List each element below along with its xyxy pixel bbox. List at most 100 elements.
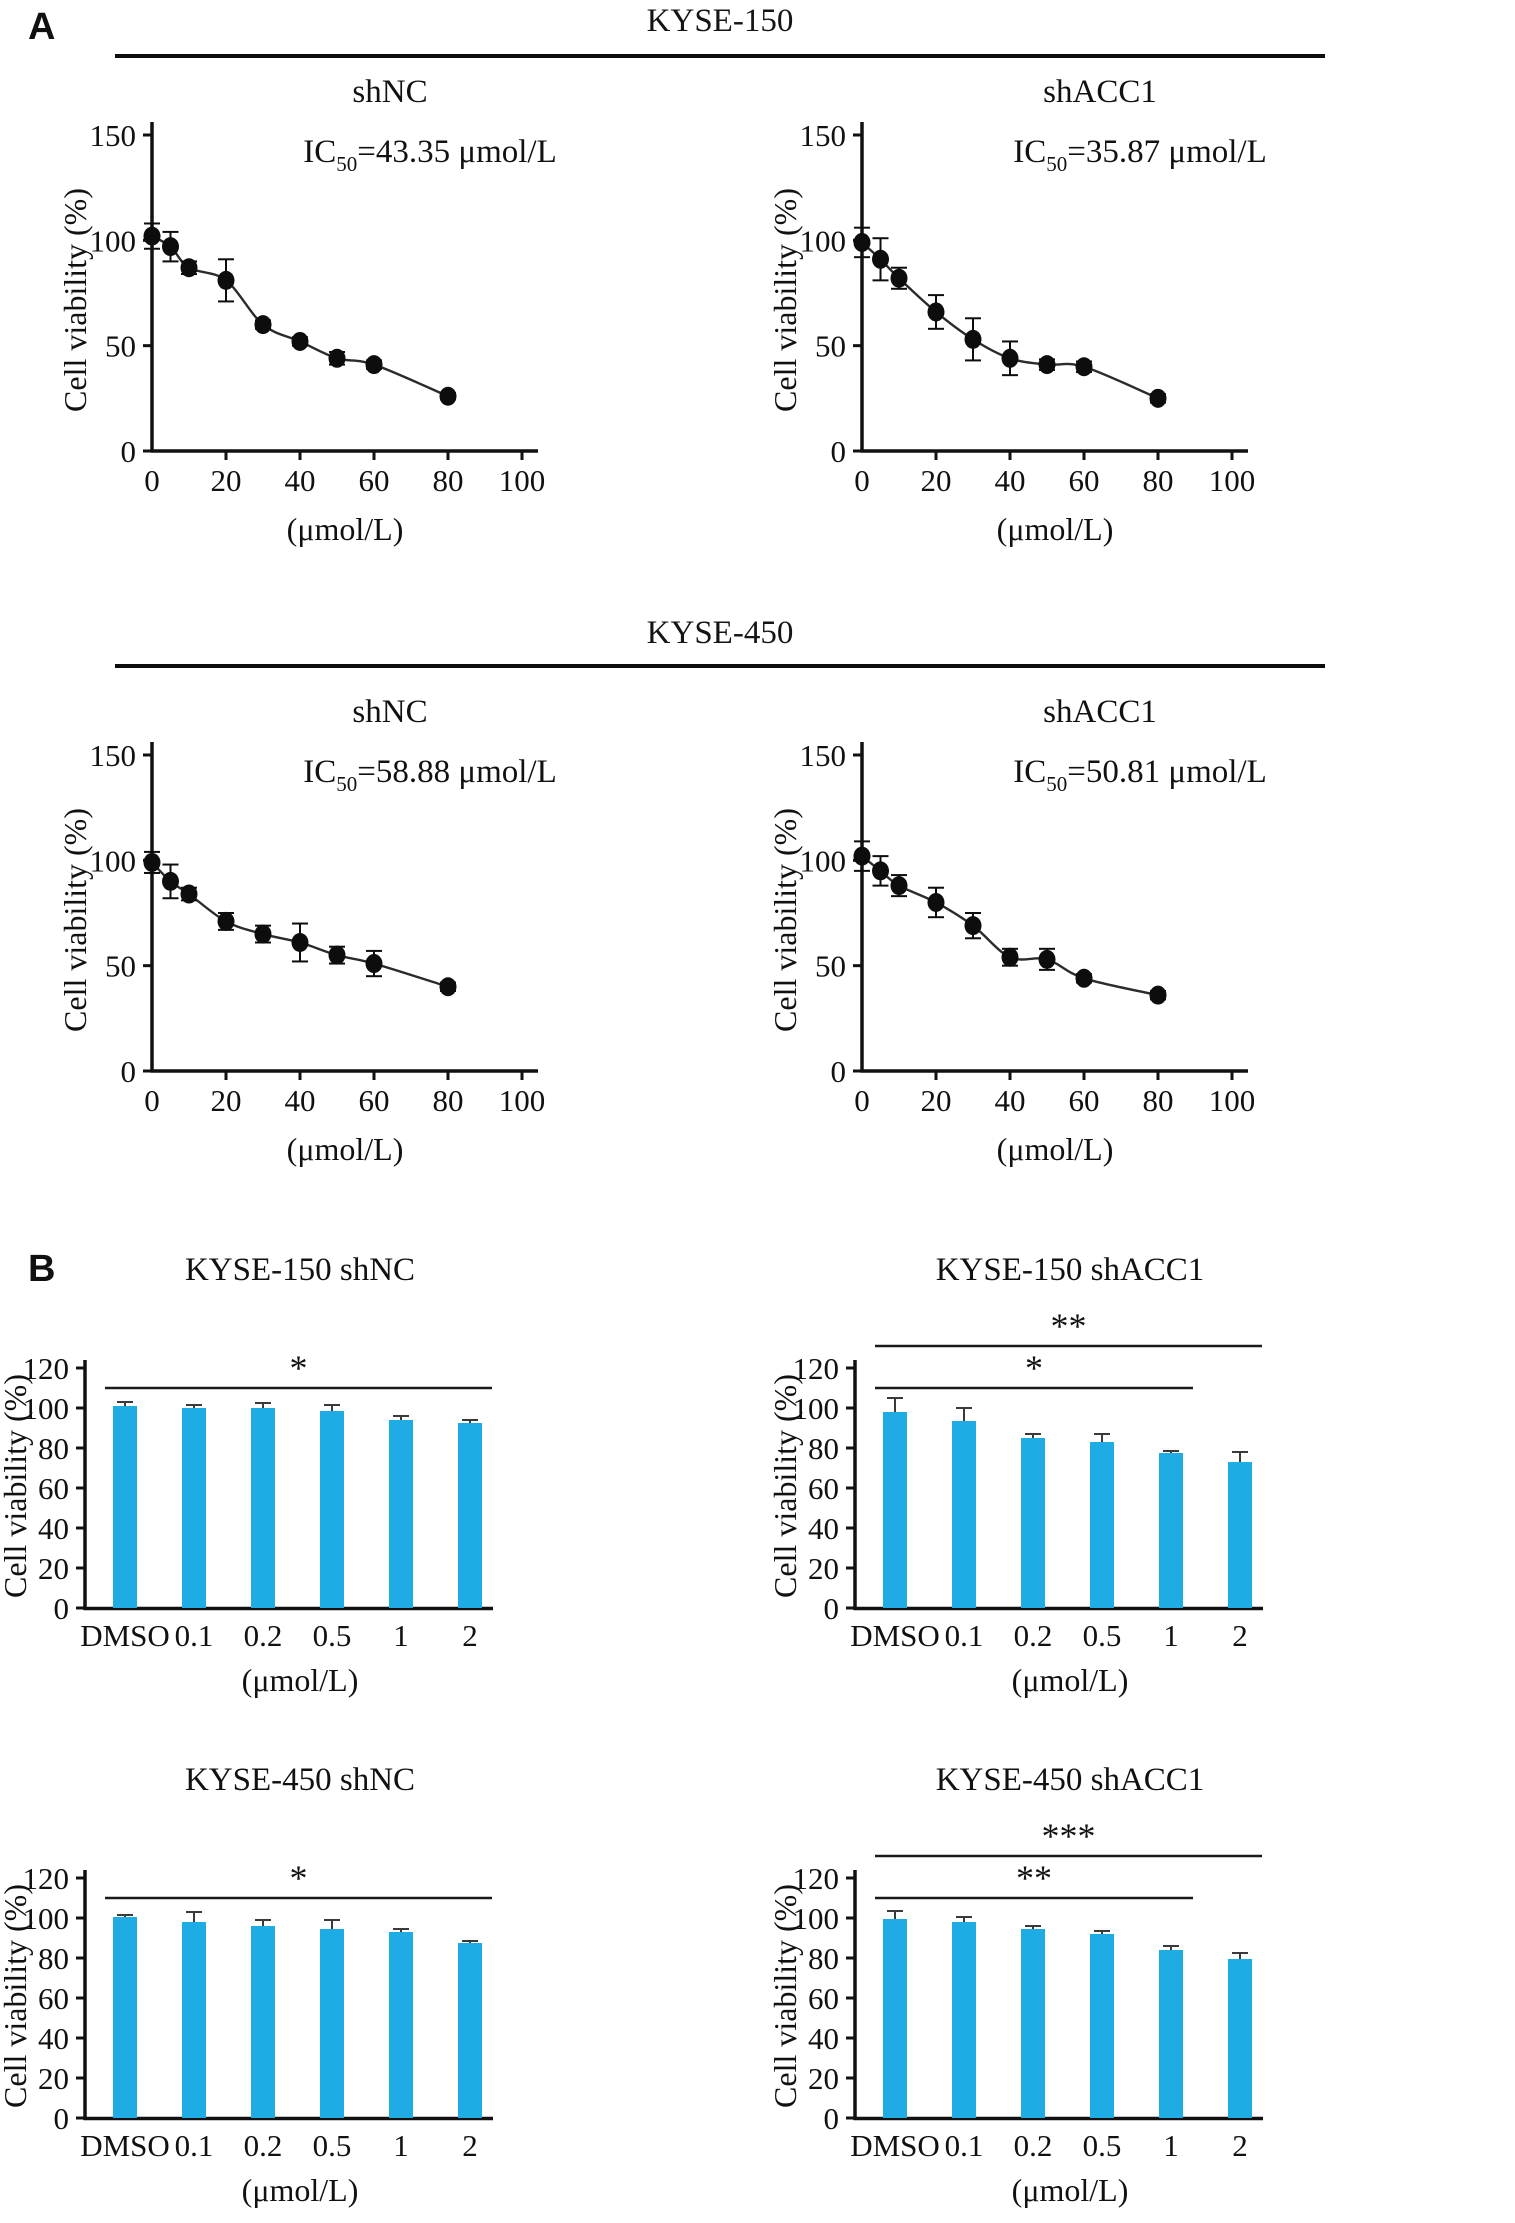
chart-title: KYSE-150 shNC — [185, 1252, 415, 1288]
y-axis-label: Cell viability (%) — [767, 188, 803, 412]
y-axis-label: Cell viability (%) — [767, 1884, 803, 2108]
category-label: DMSO — [80, 1618, 170, 1653]
y-tick-label: 150 — [90, 738, 137, 773]
y-tick-label: 120 — [23, 1861, 70, 1896]
y-axis-label: Cell viability (%) — [767, 1374, 803, 1598]
significance-label: * — [290, 1858, 308, 1898]
chart-title: shACC1 — [1043, 694, 1157, 730]
ic50-annotation: IC50=58.88 μmol/L — [303, 754, 556, 796]
data-point — [964, 329, 982, 349]
data-point — [217, 270, 235, 290]
bar — [113, 1917, 137, 2118]
y-tick-label: 80 — [808, 1431, 839, 1466]
data-point — [365, 954, 383, 974]
ic50-annotation: IC50=43.35 μmol/L — [303, 134, 556, 176]
y-tick-label: 100 — [793, 1391, 840, 1426]
y-tick-label: 80 — [38, 1431, 69, 1466]
data-point — [162, 871, 179, 891]
chart-title: shNC — [352, 694, 427, 730]
y-tick-label: 0 — [824, 2101, 840, 2136]
bar — [1159, 1453, 1183, 1608]
data-point — [291, 331, 309, 351]
category-label: 0.5 — [1083, 2128, 1122, 2163]
x-tick-label: 80 — [1143, 463, 1174, 498]
bar — [1228, 1959, 1252, 2118]
data-point — [328, 945, 346, 965]
category-label: 1 — [393, 1618, 409, 1653]
data-point — [1001, 947, 1019, 967]
bar — [182, 1408, 206, 1608]
y-tick-label: 40 — [808, 2021, 839, 2056]
data-point — [143, 226, 161, 246]
data-point — [1075, 357, 1093, 377]
y-axis-label: Cell viability (%) — [0, 1374, 33, 1598]
chart-title: shNC — [352, 74, 427, 110]
x-axis-label: (μmol/L) — [242, 1662, 359, 1698]
data-point — [1149, 388, 1167, 408]
significance-label: *** — [1042, 1816, 1096, 1856]
y-tick-label: 0 — [54, 1591, 70, 1626]
x-tick-label: 0 — [144, 463, 160, 498]
bar — [1021, 1929, 1045, 2118]
group-rule-kyse150 — [115, 54, 1325, 58]
data-point — [927, 302, 945, 322]
x-tick-label: 60 — [1069, 463, 1100, 498]
y-tick-label: 60 — [808, 1981, 839, 2016]
data-point — [365, 355, 383, 375]
significance-label: ** — [1051, 1306, 1087, 1346]
x-tick-label: 40 — [285, 1083, 316, 1118]
y-tick-label: 50 — [105, 329, 136, 364]
x-tick-label: 20 — [211, 463, 242, 498]
y-tick-label: 100 — [800, 223, 847, 258]
y-tick-label: 0 — [831, 1054, 847, 1089]
x-tick-label: 100 — [1209, 463, 1256, 498]
y-tick-label: 0 — [121, 1054, 137, 1089]
x-tick-label: 100 — [1209, 1083, 1256, 1118]
fit-curve — [151, 235, 449, 398]
x-axis-label: (μmol/L) — [997, 511, 1114, 547]
data-point — [162, 237, 179, 257]
y-tick-label: 80 — [808, 1941, 839, 1976]
chart-bars-kyse150-shacc1: Cell viability (%) 0 20 40 60 80 100 120 DMSO 0.1… — [767, 1252, 1263, 1698]
y-tick-label: 100 — [23, 1391, 70, 1426]
y-tick-label: 60 — [38, 1981, 69, 2016]
y-tick-label: 100 — [793, 1901, 840, 1936]
y-tick-label: 0 — [54, 2101, 70, 2136]
x-tick-label: 100 — [499, 463, 546, 498]
significance-label: * — [290, 1348, 308, 1388]
y-tick-label: 60 — [38, 1471, 69, 1506]
bar — [1090, 1442, 1114, 1608]
y-tick-label: 0 — [831, 434, 847, 469]
y-tick-label: 150 — [800, 738, 847, 773]
y-axis-label: Cell viability (%) — [57, 188, 93, 412]
y-axis-label: Cell viability (%) — [0, 1884, 33, 2108]
chart-dose-response-kyse150-shacc1: Cell viability (%) 0 50 100 150 0 20 40 60 80 100 (… — [767, 74, 1267, 547]
data-point — [439, 386, 457, 406]
y-axis-label: Cell viability (%) — [767, 808, 803, 1032]
bar — [113, 1406, 137, 1608]
x-axis-label: (μmol/L) — [287, 511, 404, 547]
ic50-annotation: IC50=35.87 μmol/L — [1013, 134, 1266, 176]
chart-bars-kyse450-shnc: Cell viability (%) 0 20 40 60 80 100 120 DMSO 0.1… — [0, 1762, 493, 2208]
data-point — [1038, 949, 1056, 969]
data-point — [1149, 985, 1167, 1005]
category-label: DMSO — [850, 1618, 940, 1653]
group-title-kyse150: KYSE-150 — [646, 3, 794, 39]
bar — [389, 1932, 413, 2118]
y-tick-label: 120 — [23, 1351, 70, 1386]
bar — [1021, 1438, 1045, 1608]
y-axis-label: Cell viability (%) — [57, 808, 93, 1032]
category-label: 0.5 — [313, 2128, 352, 2163]
y-tick-label: 150 — [800, 118, 847, 153]
bar — [251, 1926, 275, 2118]
ic50-annotation: IC50=50.81 μmol/L — [1013, 754, 1266, 796]
y-tick-label: 120 — [793, 1351, 840, 1386]
data-point — [328, 348, 346, 368]
x-tick-label: 80 — [433, 463, 464, 498]
y-tick-label: 20 — [38, 1551, 69, 1586]
x-axis-label: (μmol/L) — [242, 2172, 359, 2208]
bar — [458, 1423, 482, 1608]
bar — [952, 1922, 976, 2118]
data-point — [254, 315, 272, 335]
bar — [1159, 1950, 1183, 2118]
